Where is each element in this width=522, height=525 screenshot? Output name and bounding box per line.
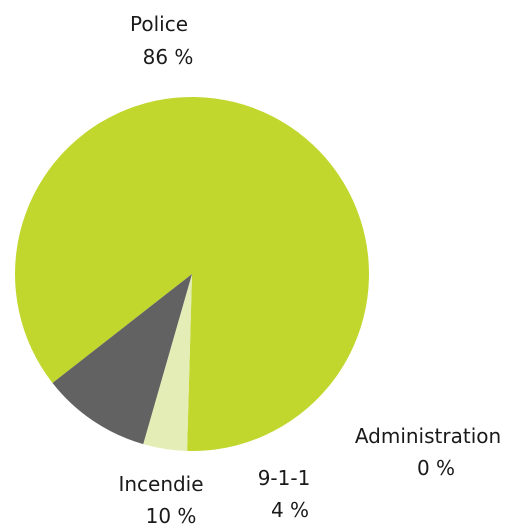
slice-label-incendie: Incendie: [118, 472, 203, 496]
pie-slice-incendie: [52, 274, 192, 445]
slice-label-administration: Administration: [355, 424, 501, 448]
pie-slice-911: [143, 274, 192, 451]
slice-label-911: 9-1-1: [258, 466, 311, 490]
slice-label-police: Police: [130, 12, 188, 36]
slice-value-police: 86 %: [143, 45, 194, 69]
slice-value-911: 4 %: [271, 498, 309, 522]
pie-slice-police: [14, 97, 370, 452]
slice-value-administration: 0 %: [417, 456, 455, 480]
pie-slices: [14, 97, 370, 452]
slice-value-incendie: 10 %: [146, 504, 197, 525]
